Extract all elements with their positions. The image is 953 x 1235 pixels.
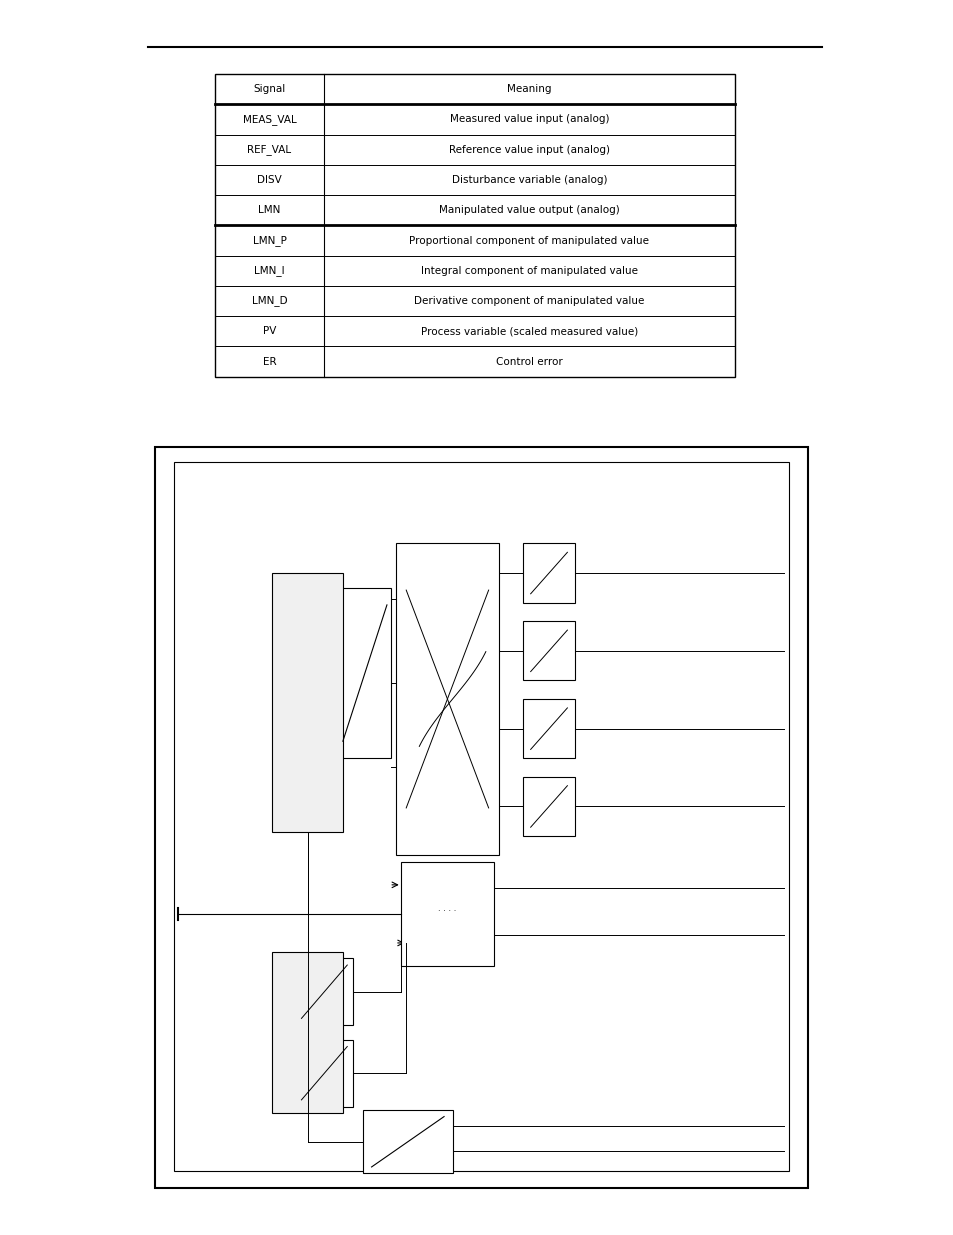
Text: Derivative component of manipulated value: Derivative component of manipulated valu…	[414, 296, 644, 306]
Text: Reference value input (analog): Reference value input (analog)	[449, 144, 609, 154]
Text: Proportional component of manipulated value: Proportional component of manipulated va…	[409, 236, 649, 246]
Bar	[272, 952, 343, 1113]
Bar	[272, 573, 343, 832]
Text: DISV: DISV	[257, 175, 281, 185]
Bar	[214, 74, 734, 377]
Bar	[395, 543, 498, 855]
Bar	[522, 777, 575, 836]
Text: . . . .: . . . .	[437, 904, 456, 913]
Text: Meaning: Meaning	[507, 84, 551, 94]
Text: PV: PV	[262, 326, 276, 336]
Bar	[295, 958, 353, 1025]
Text: Process variable (scaled measured value): Process variable (scaled measured value)	[420, 326, 638, 336]
Bar	[154, 447, 807, 1188]
Bar	[295, 1040, 353, 1107]
Text: Signal: Signal	[253, 84, 285, 94]
Bar	[362, 1110, 453, 1173]
Text: LMN_D: LMN_D	[252, 295, 287, 306]
Text: ER: ER	[262, 357, 276, 367]
Text: REF_VAL: REF_VAL	[247, 144, 292, 156]
Text: Manipulated value output (analog): Manipulated value output (analog)	[438, 205, 619, 215]
Text: Integral component of manipulated value: Integral component of manipulated value	[420, 266, 638, 275]
Text: Control error: Control error	[496, 357, 562, 367]
Text: LMN_P: LMN_P	[253, 235, 286, 246]
Text: MEAS_VAL: MEAS_VAL	[242, 114, 296, 125]
Bar	[522, 621, 575, 680]
Bar	[522, 699, 575, 758]
Text: Measured value input (analog): Measured value input (analog)	[449, 115, 609, 125]
Text: LMN: LMN	[258, 205, 280, 215]
Bar	[522, 543, 575, 603]
Bar	[338, 588, 391, 758]
Bar	[173, 462, 788, 1171]
Text: LMN_I: LMN_I	[253, 266, 285, 277]
Text: Disturbance variable (analog): Disturbance variable (analog)	[452, 175, 606, 185]
Bar	[400, 862, 494, 966]
